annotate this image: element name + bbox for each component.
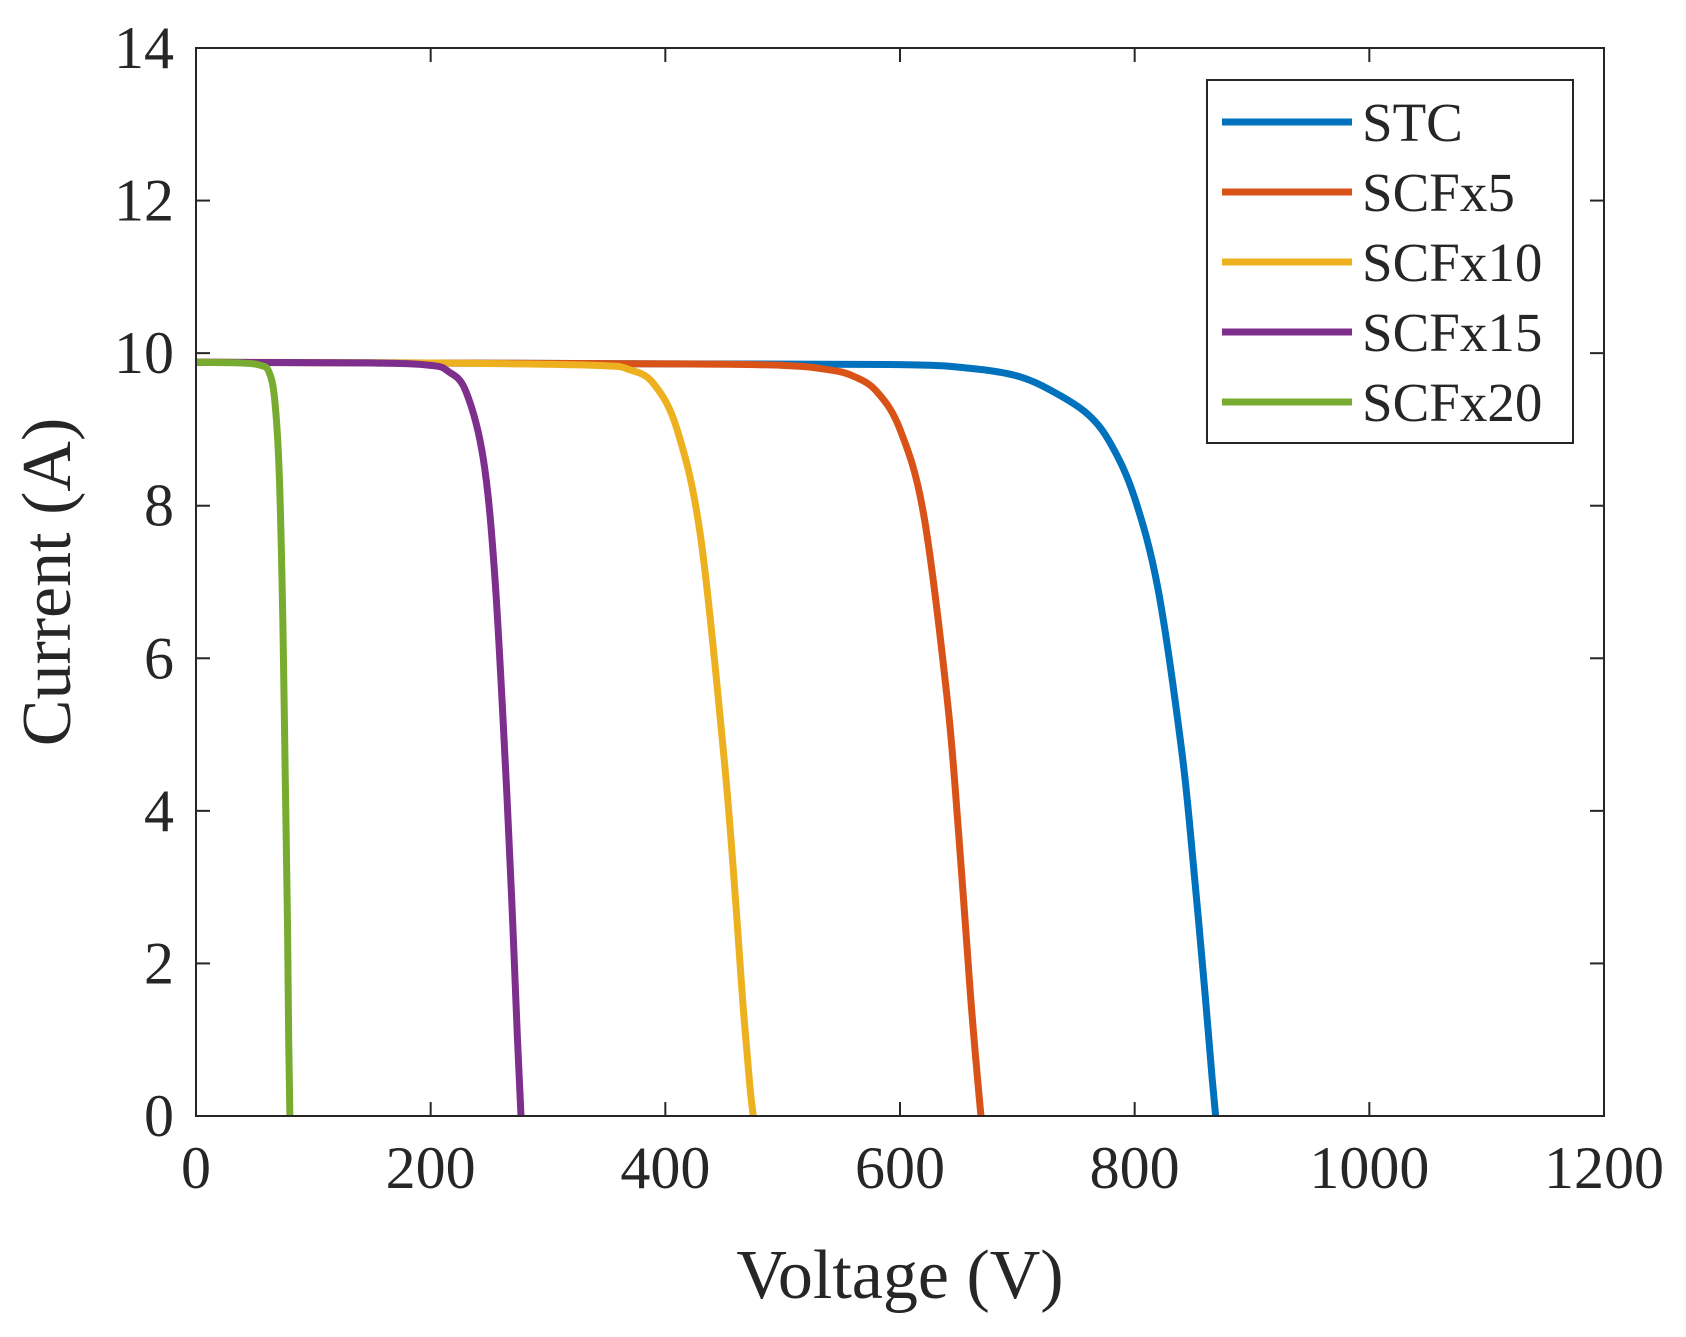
x-tick-label: 800 bbox=[1090, 1135, 1180, 1201]
y-tick-label: 14 bbox=[114, 15, 174, 81]
series-line-scfx20 bbox=[195, 358, 294, 1117]
y-tick-label: 12 bbox=[114, 168, 174, 234]
y-tick-label: 2 bbox=[144, 930, 174, 996]
series-lines bbox=[195, 358, 1220, 1117]
legend-items: STC SCFx5 SCFx10 SCFx15 SCFx20 bbox=[1222, 92, 1542, 433]
x-tick-label: 200 bbox=[386, 1135, 476, 1201]
y-tick-label: 10 bbox=[114, 320, 174, 386]
y-tick-label: 6 bbox=[144, 625, 174, 691]
legend: STC SCFx5 SCFx10 SCFx15 SCFx20 bbox=[1206, 79, 1574, 444]
legend-label-scfx5: SCFx5 bbox=[1362, 162, 1515, 223]
x-tick-label: 1000 bbox=[1309, 1135, 1429, 1201]
series-line-scfx15 bbox=[195, 358, 525, 1117]
y-axis-title: Current (A) bbox=[9, 418, 86, 747]
y-tick-label: 4 bbox=[144, 778, 174, 844]
legend-label-scfx15: SCFx15 bbox=[1362, 302, 1542, 363]
x-tick-label: 1200 bbox=[1544, 1135, 1664, 1201]
x-tick-label: 400 bbox=[620, 1135, 710, 1201]
legend-label-scfx10: SCFx10 bbox=[1362, 232, 1542, 293]
plot-frame bbox=[195, 47, 1605, 1117]
legend-label-scfx20: SCFx20 bbox=[1362, 372, 1542, 433]
series-line-scfx10 bbox=[195, 358, 757, 1117]
x-axis-title: Voltage (V) bbox=[736, 1237, 1063, 1314]
y-axis-ticks: 0 2 4 6 8 10 12 14 bbox=[114, 15, 1604, 1149]
x-tick-label: 0 bbox=[181, 1135, 211, 1201]
y-tick-label: 0 bbox=[144, 1083, 174, 1149]
legend-label-stc: STC bbox=[1362, 92, 1463, 153]
x-tick-label: 600 bbox=[855, 1135, 945, 1201]
y-tick-label: 8 bbox=[144, 473, 174, 539]
x-axis-ticks: 0 200 400 600 800 1000 1200 bbox=[181, 48, 1664, 1201]
